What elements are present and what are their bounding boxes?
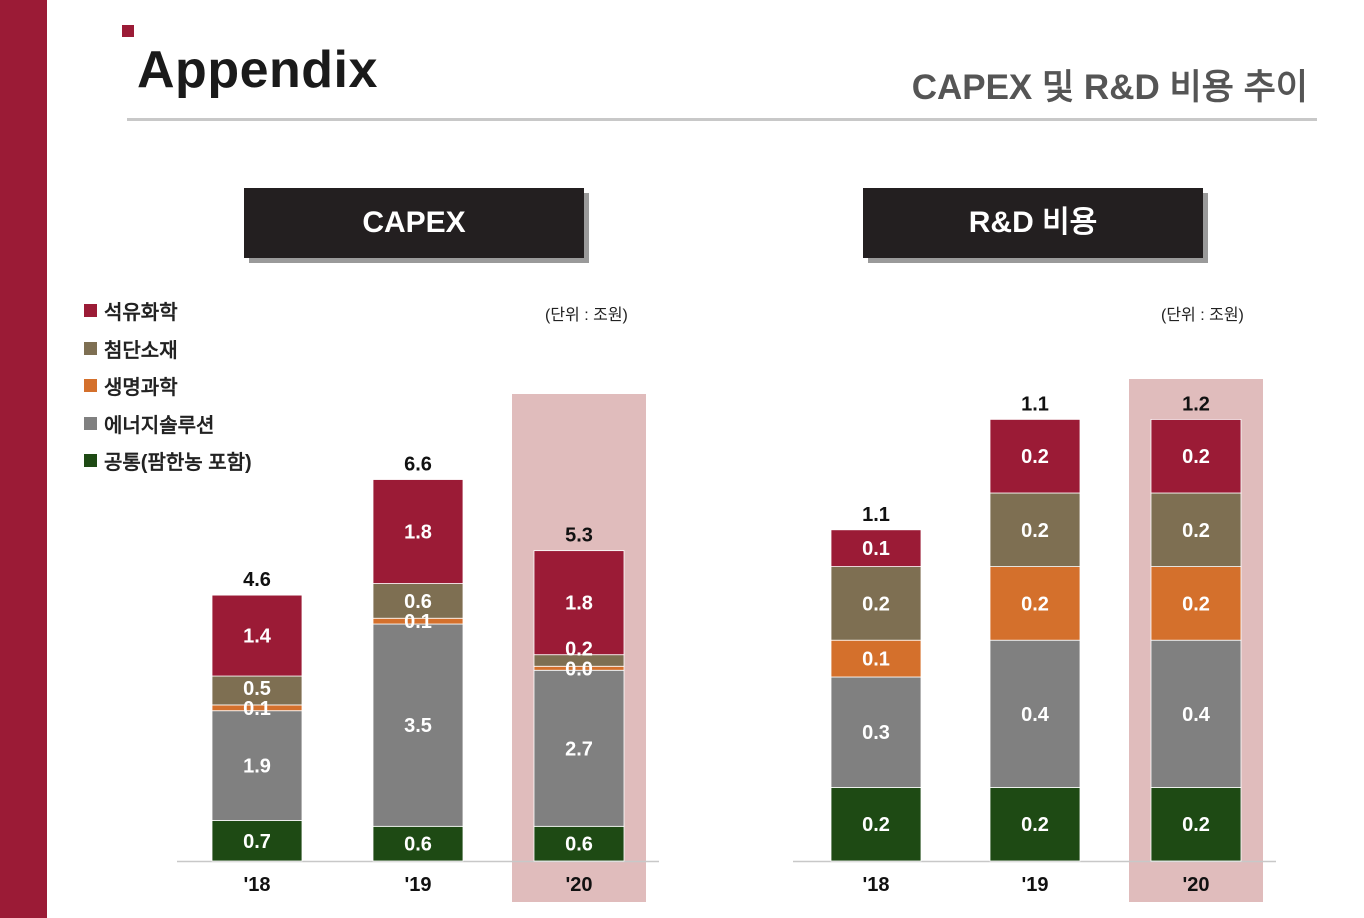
legend-label: 석유화학 — [104, 302, 178, 325]
legend-swatch — [84, 341, 97, 355]
data-label: 0.2 — [1021, 814, 1049, 836]
data-label: 0.2 — [1182, 814, 1210, 836]
bar-segment — [1150, 492, 1242, 567]
brand-side-bar — [0, 0, 47, 918]
page-title: Appendix — [137, 41, 378, 99]
data-label: 1.8 — [404, 522, 432, 544]
legend-swatch — [84, 416, 97, 430]
data-label: 0.1 — [243, 698, 271, 720]
data-label: 0.0 — [565, 658, 593, 680]
bar-segment — [830, 639, 922, 678]
data-label: 0.2 — [1021, 520, 1049, 542]
rd-unit-label: (단위 : 조원) — [1161, 307, 1244, 324]
data-label: 0.2 — [862, 814, 890, 836]
page-subtitle: CAPEX 및 R&D 비용 추이 — [911, 68, 1308, 107]
category-tick-label: '18 — [243, 874, 270, 896]
legend-label: 에너지솔루션 — [104, 414, 215, 437]
data-label: 0.2 — [1021, 446, 1049, 468]
bar-segment — [989, 787, 1081, 862]
data-label: 1.8 — [565, 593, 593, 615]
legend-item: 공통(팜한농 포함) — [84, 442, 252, 480]
legend-item: 석유화학 — [84, 292, 252, 330]
category-tick-label: '18 — [862, 874, 889, 896]
legend-item: 첨단소재 — [84, 330, 252, 368]
data-label: 1.4 — [243, 626, 272, 648]
bar-segment — [372, 583, 464, 619]
bar-segment — [372, 479, 464, 584]
capex-heading: CAPEX — [244, 188, 584, 258]
category-tick-label: '20 — [1182, 874, 1209, 896]
data-label: 0.3 — [862, 722, 890, 744]
total-label: 5.3 — [565, 525, 593, 547]
category-tick-label: '19 — [404, 874, 431, 896]
legend-item: 생명과학 — [84, 367, 252, 405]
total-label: 1.1 — [862, 504, 890, 526]
data-label: 0.6 — [404, 834, 432, 856]
data-label: 0.6 — [404, 591, 432, 613]
bar-segment — [372, 825, 464, 862]
data-label: 3.5 — [404, 715, 432, 737]
legend-swatch — [84, 379, 97, 393]
legend-label: 공통(팜한농 포함) — [104, 452, 252, 475]
data-label: 1.9 — [243, 756, 271, 778]
bar-segment — [830, 566, 922, 641]
bar-segment — [211, 820, 303, 862]
legend-swatch — [84, 304, 97, 318]
data-label: 0.7 — [243, 831, 271, 853]
data-label: 0.1 — [862, 649, 890, 671]
bar-segment — [1150, 418, 1242, 494]
bar-segment — [989, 566, 1081, 641]
bar-segment — [533, 550, 625, 656]
bar-segment — [830, 529, 922, 567]
legend-label: 첨단소재 — [104, 339, 178, 362]
data-label: 0.5 — [243, 678, 271, 700]
category-tick-label: '20 — [565, 874, 592, 896]
total-label: 1.1 — [1021, 393, 1049, 415]
bar-segment — [533, 825, 625, 862]
data-label: 0.2 — [1182, 446, 1210, 468]
legend-item: 에너지솔루션 — [84, 405, 252, 443]
title-marker — [122, 25, 134, 37]
bar-segment — [372, 623, 464, 827]
bar-segment — [211, 675, 303, 706]
rd-heading: R&D 비용 — [863, 188, 1203, 258]
data-label: 0.2 — [565, 638, 593, 660]
bar-segment — [989, 418, 1081, 494]
data-label: 2.7 — [565, 738, 593, 760]
data-label: 0.6 — [565, 834, 593, 856]
title-divider — [127, 118, 1317, 121]
bar-segment — [211, 594, 303, 677]
data-label: 0.1 — [862, 538, 890, 560]
bar-segment — [830, 787, 922, 862]
bar-segment — [533, 669, 625, 827]
bar-segment — [211, 710, 303, 821]
data-label: 0.2 — [1021, 593, 1049, 615]
total-label: 1.2 — [1182, 393, 1210, 415]
category-tick-label: '19 — [1021, 874, 1048, 896]
bar-segment — [830, 676, 922, 788]
legend-label: 생명과학 — [104, 377, 178, 400]
data-label: 0.2 — [862, 593, 890, 615]
bar-segment — [1150, 639, 1242, 788]
data-label: 0.4 — [1182, 704, 1211, 726]
data-label: 0.4 — [1021, 704, 1050, 726]
data-label: 0.1 — [404, 611, 432, 633]
data-label: 0.2 — [1182, 593, 1210, 615]
legend-swatch — [84, 454, 97, 468]
bar-segment — [989, 639, 1081, 788]
bar-segment — [1150, 787, 1242, 862]
total-label: 4.6 — [243, 569, 271, 591]
capex-unit-label: (단위 : 조원) — [545, 307, 628, 324]
total-label: 6.6 — [404, 454, 432, 476]
data-label: 0.2 — [1182, 520, 1210, 542]
